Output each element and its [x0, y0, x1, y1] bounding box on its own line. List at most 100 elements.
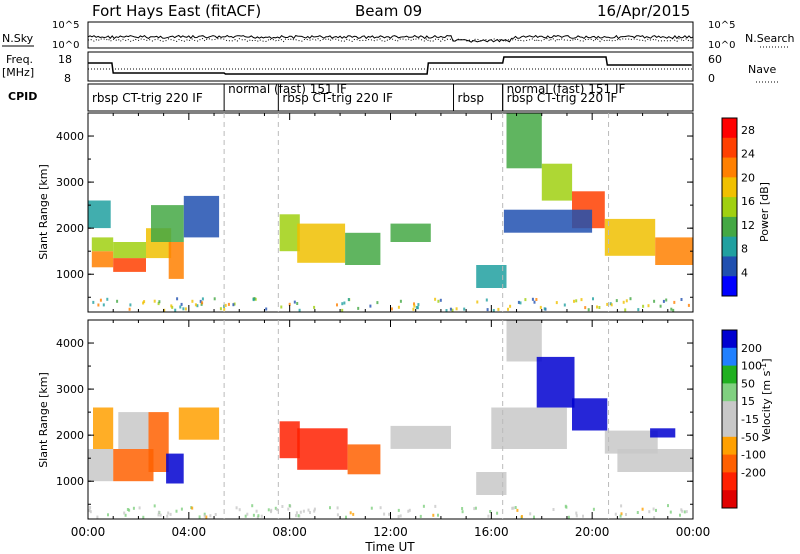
- scatter-speck: [341, 302, 344, 306]
- scatter-speck: [157, 510, 160, 514]
- scatter-speck: [565, 505, 568, 509]
- x-tick-label: 16:00: [474, 525, 509, 539]
- scatter-speck: [592, 507, 595, 511]
- scatter-speck: [376, 301, 379, 305]
- scatter-speck: [399, 299, 402, 303]
- scatter-speck: [487, 514, 490, 518]
- scatter-speck: [370, 506, 373, 510]
- velocity-colorbar-swatch: [722, 330, 737, 349]
- scatter-speck: [625, 513, 627, 516]
- scatter-speck: [341, 308, 344, 312]
- power-colorbar-swatch: [722, 197, 737, 218]
- scatter-speck: [295, 511, 298, 515]
- scatter-speck: [244, 514, 247, 518]
- y-tick-label: 4000: [56, 130, 84, 143]
- scatter-speck: [260, 514, 263, 518]
- scatter-speck: [126, 508, 129, 511]
- noise-right-label: N.Search: [745, 32, 795, 45]
- noise-left-label: N.Sky: [2, 32, 34, 45]
- scatter-speck: [159, 513, 162, 517]
- scatter-speck: [369, 304, 372, 308]
- scatter-speck: [662, 299, 665, 303]
- scatter-speck: [191, 506, 194, 510]
- velocity-colorbar-tick: 50: [741, 377, 755, 390]
- scatter-speck: [620, 512, 623, 516]
- scatter-speck: [267, 508, 270, 512]
- nave-label: Nave: [748, 63, 776, 76]
- power-colorbar-label: Power [dB]: [758, 182, 771, 242]
- scatter-speck: [492, 309, 495, 312]
- scatter-speck: [412, 307, 415, 311]
- noise-left-tick-top: 10^5: [52, 20, 79, 31]
- x-tick-label: 00:00: [71, 525, 106, 539]
- scatter-speck: [680, 298, 683, 301]
- data-cell: [347, 444, 381, 475]
- scatter-speck: [99, 298, 102, 302]
- scatter-speck: [533, 300, 536, 304]
- scatter-speck: [124, 513, 127, 517]
- scatter-speck: [182, 307, 185, 311]
- scatter-speck: [196, 304, 199, 308]
- scatter-speck: [659, 304, 662, 308]
- scatter-speck: [265, 307, 268, 311]
- scatter-speck: [251, 504, 254, 508]
- data-cell: [88, 449, 114, 482]
- velocity-colorbar-frame: [721, 329, 738, 509]
- scatter-speck: [88, 509, 91, 512]
- velocity-colorbar-label: Velocity [m s-1]: [759, 358, 773, 441]
- y-tick-label: 4000: [56, 337, 84, 350]
- data-cell: [113, 449, 154, 482]
- scatter-speck: [184, 307, 187, 311]
- velocity-colorbar-tick: -50: [741, 431, 759, 444]
- power-ylabel: Slant Range [km]: [37, 164, 50, 260]
- freq-label-bottom: [MHz]: [2, 66, 34, 79]
- velocity-colorbar-swatch: [722, 454, 737, 473]
- data-cell: [506, 113, 542, 169]
- x-tick-label: 08:00: [272, 525, 307, 539]
- data-cell: [572, 398, 608, 431]
- scatter-speck: [485, 298, 488, 302]
- scatter-speck: [619, 514, 622, 518]
- scatter-speck: [274, 506, 277, 510]
- scatter-speck: [655, 508, 657, 512]
- scatter-speck: [175, 509, 178, 513]
- data-cell: [297, 428, 348, 470]
- scatter-speck: [614, 512, 617, 516]
- scatter-speck: [529, 512, 532, 516]
- scatter-speck: [516, 508, 519, 512]
- scatter-speck: [157, 513, 160, 517]
- scatter-speck: [531, 297, 534, 301]
- scatter-speck: [357, 306, 360, 310]
- power-colorbar-tick: 20: [741, 171, 755, 184]
- velocity-colorbar-tick: -15: [741, 413, 759, 426]
- scatter-speck: [575, 511, 578, 515]
- cpid-segment-label: normal (fast) 151 IF: [228, 82, 347, 96]
- freq-panel: Freq. [MHz] 18 8 60 0 Nave: [2, 51, 778, 85]
- scatter-speck: [629, 297, 632, 301]
- scatter-speck: [254, 297, 257, 301]
- scatter-speck: [199, 299, 202, 303]
- scatter-speck: [142, 515, 145, 519]
- scatter-speck: [624, 308, 627, 312]
- scatter-speck: [407, 509, 410, 513]
- data-cell: [91, 251, 114, 268]
- scatter-speck: [281, 505, 284, 508]
- x-tick-label: 04:00: [172, 525, 207, 539]
- scatter-speck: [287, 507, 290, 511]
- noise-right-tick-bottom: 10^0: [708, 40, 735, 51]
- scatter-speck: [388, 512, 391, 516]
- scatter-speck: [166, 514, 169, 518]
- scatter-speck: [255, 509, 258, 513]
- scatter-speck: [667, 504, 669, 508]
- scatter-speck: [96, 515, 99, 519]
- scatter-speck: [349, 511, 352, 515]
- scatter-speck: [194, 303, 197, 307]
- noise-right-tick-top: 10^5: [708, 20, 735, 31]
- scatter-speck: [524, 298, 527, 302]
- scatter-speck: [329, 506, 331, 510]
- scatter-speck: [620, 504, 623, 508]
- scatter-speck: [379, 506, 382, 510]
- power-colorbar-tick: 24: [741, 148, 755, 161]
- data-cell: [91, 237, 114, 252]
